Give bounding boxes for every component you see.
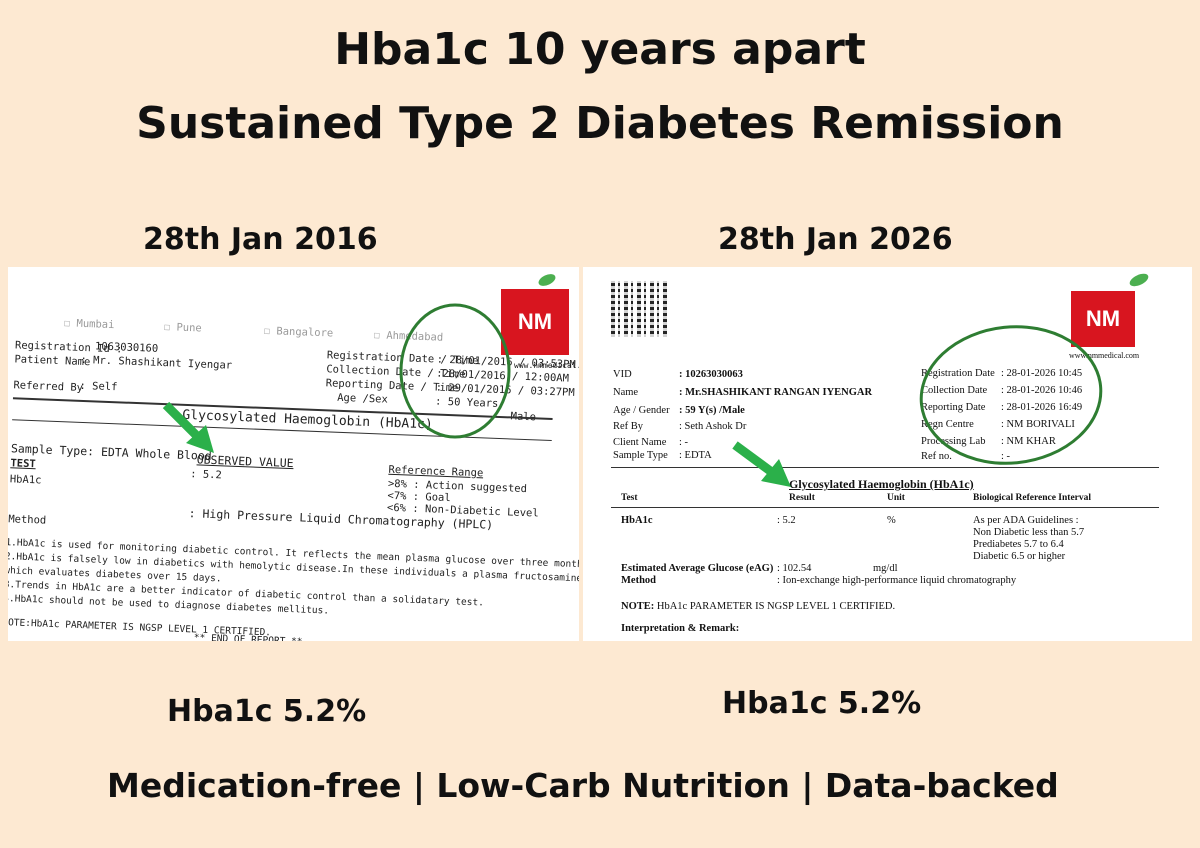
age-label: Age / Gender — [613, 405, 670, 416]
row-name: HbA1c — [621, 515, 653, 526]
right-date: 28th Jan 2026 — [718, 222, 953, 257]
row-unit: % — [887, 515, 896, 526]
annotations-2026 — [732, 325, 1103, 487]
row-ref-1: As per ADA Guidelines : — [973, 515, 1079, 526]
method-value: : Ion-exchange high-performance liquid c… — [777, 575, 1017, 586]
coldate-label: Collection Date — [921, 385, 988, 396]
refno-value: : - — [1001, 451, 1011, 462]
report-2026: NM www.nmmedical.com VID : 10263030063 N… — [583, 267, 1192, 641]
annotations-2016 — [162, 303, 511, 453]
left-date: 28th Jan 2016 — [143, 222, 378, 257]
name-value: : Mr.SHASHIKANT RANGAN IYENGAR — [679, 387, 873, 398]
client-value: : - — [679, 437, 689, 448]
eag-unit: mg/dl — [873, 563, 898, 574]
hand-circle — [399, 303, 511, 439]
col-result: Result — [789, 493, 815, 503]
client-label: Client Name — [613, 437, 667, 448]
row-ref-4: Diabetic 6.5 or higher — [973, 551, 1066, 562]
website: www.nmmedical.com — [1069, 351, 1140, 360]
col-test: Test — [621, 493, 638, 503]
name-label: Name — [613, 387, 639, 398]
refby-value: : Seth Ashok Dr — [679, 421, 747, 432]
regn-centre-value: : NM BORIVALI — [1001, 419, 1075, 430]
eag-label: Estimated Average Glucose (eAG) — [621, 563, 774, 574]
arrow-icon — [162, 401, 214, 453]
website: www.nmmedical.com — [514, 361, 579, 370]
age-value: : 59 Y(s) /Male — [679, 405, 745, 416]
proc-lab-value: : NM KHAR — [1001, 436, 1056, 447]
proc-lab-label: Processing Lab — [921, 436, 986, 447]
row-result: : 5.2 — [777, 515, 796, 526]
vid-label: VID — [613, 369, 632, 380]
row-ref-3: Prediabetes 5.7 to 6.4 — [973, 539, 1064, 550]
ngsp-note: NOTE: HbA1c PARAMETER IS NGSP LEVEL 1 CE… — [621, 601, 896, 612]
repdate-label: Reporting Date — [921, 402, 986, 413]
right-result: Hba1c 5.2% — [722, 686, 922, 721]
test-title: Glycosylated Haemoglobin (HbA1c) — [789, 477, 974, 491]
regdate-label: Registration Date — [921, 368, 995, 379]
divider — [611, 467, 1159, 468]
left-result: Hba1c 5.2% — [167, 694, 367, 729]
repdate-value: : 28-01-2026 16:49 — [1001, 402, 1083, 413]
arrow-icon — [732, 441, 791, 487]
eag-value: : 102.54 — [777, 563, 812, 574]
row-ref-2: Non Diabetic less than 5.7 — [973, 527, 1085, 538]
col-ref: Biological Reference Interval — [973, 493, 1092, 503]
nm-logo: NM — [501, 289, 569, 355]
interpretation-label: Interpretation & Remark: — [621, 623, 740, 634]
sample-value: : EDTA — [679, 450, 712, 461]
method-label: Method — [621, 575, 656, 586]
footer-tagline: Medication-free | Low-Carb Nutrition | D… — [107, 766, 1059, 805]
regn-centre-label: Regn Centre — [921, 419, 974, 430]
refno-label: Ref no. — [921, 451, 952, 462]
nm-logo: NM — [1071, 291, 1135, 347]
hand-circle — [919, 325, 1103, 465]
sample-label: Sample Type — [613, 450, 668, 461]
qr-code-mask — [611, 281, 667, 337]
coldate-value: : 28-01-2026 10:46 — [1001, 385, 1083, 396]
vid-value: : 10263030063 — [679, 369, 743, 380]
col-unit: Unit — [887, 493, 905, 503]
page-title: Hba1c 10 years apart — [334, 24, 866, 75]
page-subtitle: Sustained Type 2 Diabetes Remission — [136, 98, 1064, 149]
regdate-value: : 28-01-2026 10:45 — [1001, 368, 1083, 379]
divider — [611, 507, 1159, 508]
report-2016: ☐ Mumbai ☐ Pune ☐ Bangalore ☐ Ahmedabad … — [8, 267, 579, 641]
refby-label: Ref By — [613, 421, 644, 432]
